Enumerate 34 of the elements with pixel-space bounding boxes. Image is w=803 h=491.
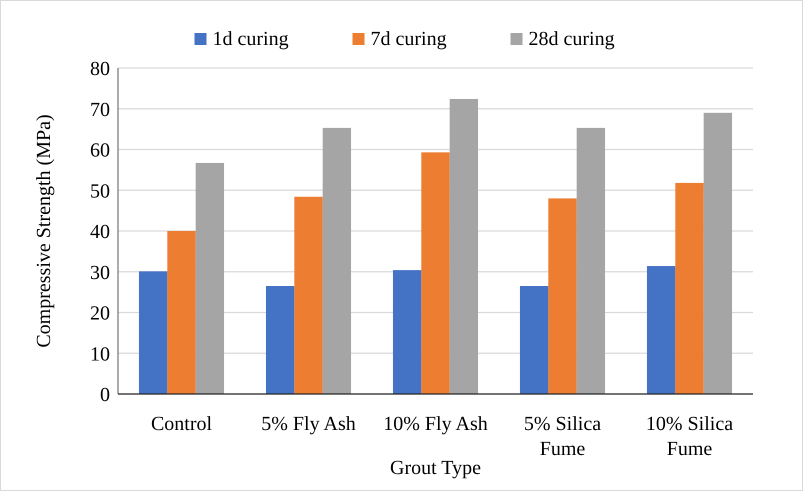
bar [322,128,352,394]
x-tick-label: 10% Fly Ash [383,413,488,435]
bar [548,198,577,394]
y-tick-label: 50 [90,180,110,202]
bar [294,196,323,394]
bar [266,286,294,394]
legend-label: 28d curing [528,28,615,50]
y-tick-label: 80 [90,58,110,80]
y-tick-label: 30 [90,262,110,284]
bar [675,182,704,394]
y-tick-label: 60 [90,140,110,162]
bar [138,271,168,394]
bar [704,112,732,394]
y-tick-label: 0 [100,384,110,406]
y-tick-label: 40 [90,221,110,243]
x-tick-label: 10% Silica Fume [646,413,734,460]
y-tick-label: 70 [90,98,110,121]
bar [421,152,450,394]
y-tick-label: 20 [90,302,110,324]
bar [167,231,196,394]
x-tick-label: 5% Silica Fume [524,413,602,460]
x-tick-label: Control [150,413,212,435]
bar [450,98,478,394]
x-tick-label: 5% Fly Ash [261,413,356,435]
bar [646,266,676,394]
bar [392,270,422,394]
bar [196,162,224,394]
y-axis-title: Compressive Strength (MPa) [33,114,55,348]
bar [520,286,548,394]
legend-label: 7d curing [370,28,447,50]
bar [576,128,606,394]
legend-label: 1d curing [212,28,289,50]
y-tick-label: 10 [90,343,110,366]
x-axis-title: Grout Type [390,457,482,479]
